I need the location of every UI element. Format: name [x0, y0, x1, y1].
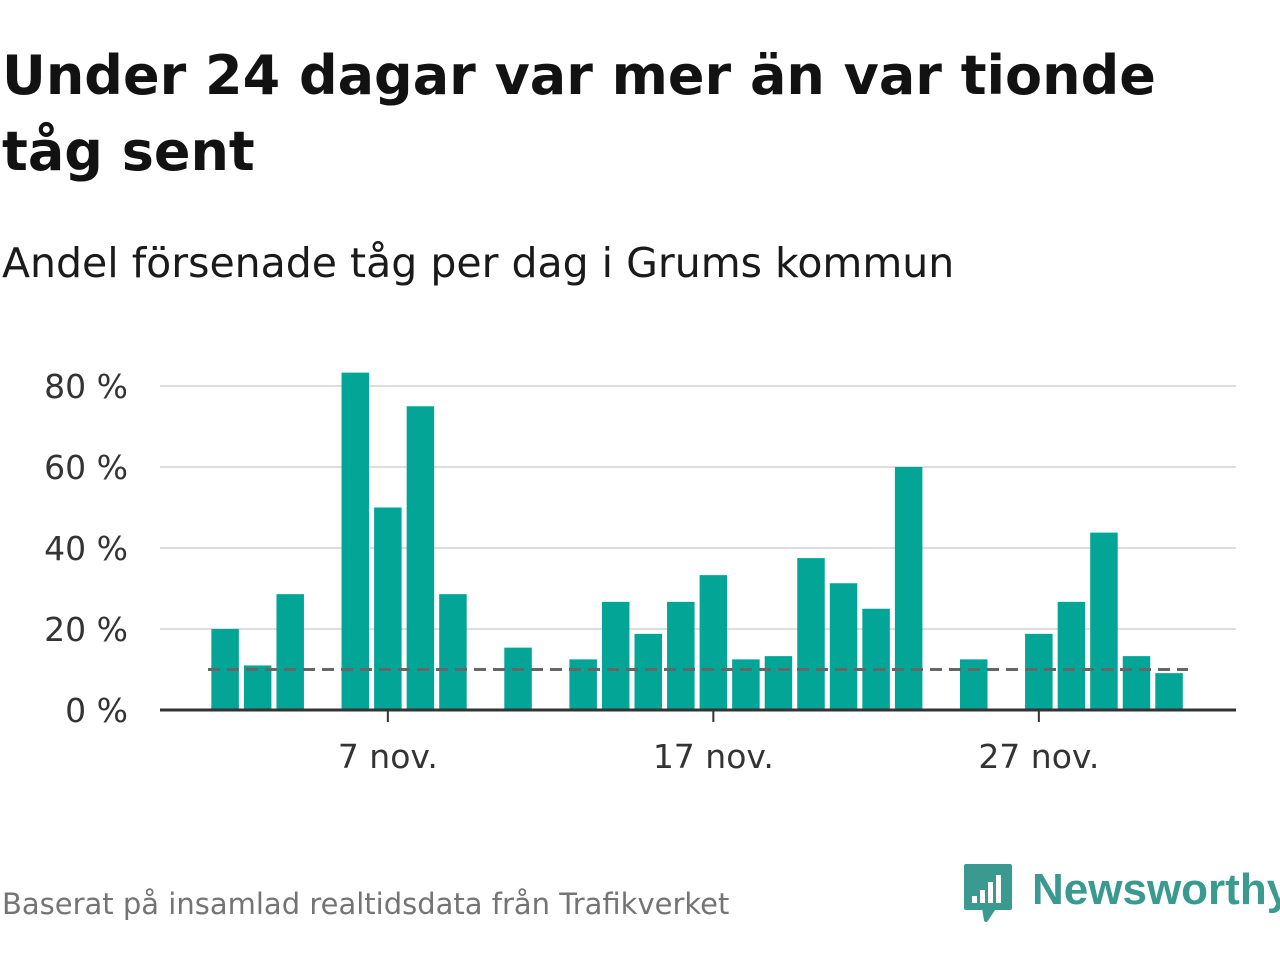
newsworthy-logo-icon	[964, 864, 1012, 922]
y-tick-label: 20 %	[44, 610, 128, 649]
source-note: Baserat på insamlad realtidsdata från Tr…	[2, 887, 730, 921]
bar	[634, 633, 662, 710]
bar	[797, 558, 825, 710]
bar	[1090, 532, 1118, 710]
bar	[1155, 673, 1183, 710]
x-tick-label: 7 nov.	[338, 737, 438, 776]
y-tick-label: 40 %	[44, 529, 128, 568]
bar	[732, 659, 760, 710]
y-tick-label: 0 %	[65, 691, 128, 730]
gridlines	[160, 385, 1236, 630]
bar	[699, 575, 728, 710]
chart-subtitle: Andel försenade tåg per dag i Grums komm…	[2, 239, 955, 287]
chart-title: Under 24 dagar var mer än var tionde tåg…	[2, 44, 1156, 183]
bar	[829, 583, 858, 710]
bar	[960, 659, 988, 710]
bars	[211, 372, 1183, 710]
bar	[894, 467, 923, 710]
bar	[504, 647, 532, 710]
y-tick-labels: 0 % 20 % 40 % 60 % 80 %	[44, 367, 128, 730]
x-tick-label: 17 nov.	[653, 737, 774, 776]
bar	[601, 601, 630, 710]
y-tick-label: 60 %	[44, 448, 128, 487]
bar	[569, 659, 597, 710]
bar	[243, 665, 272, 710]
bar-chart: 0 % 20 % 40 % 60 % 80 % 7 nov. 17 nov. 27 nov.	[44, 367, 1236, 776]
bar	[341, 372, 370, 710]
y-tick-label: 80 %	[44, 367, 128, 406]
bar	[862, 608, 890, 710]
bar	[439, 594, 467, 710]
bar	[1057, 601, 1086, 710]
bar	[1122, 656, 1151, 710]
bar	[374, 507, 402, 710]
x-tick-label: 27 nov.	[978, 737, 1099, 776]
bar	[406, 406, 435, 710]
x-tick-labels: 7 nov. 17 nov. 27 nov.	[338, 710, 1099, 776]
bar	[764, 656, 793, 710]
bar	[1025, 633, 1053, 710]
logo-text: Newsworthy	[1032, 865, 1280, 914]
newsworthy-logo[interactable]: Newsworthy	[962, 862, 1280, 928]
bar	[667, 601, 695, 710]
bar	[276, 594, 304, 710]
